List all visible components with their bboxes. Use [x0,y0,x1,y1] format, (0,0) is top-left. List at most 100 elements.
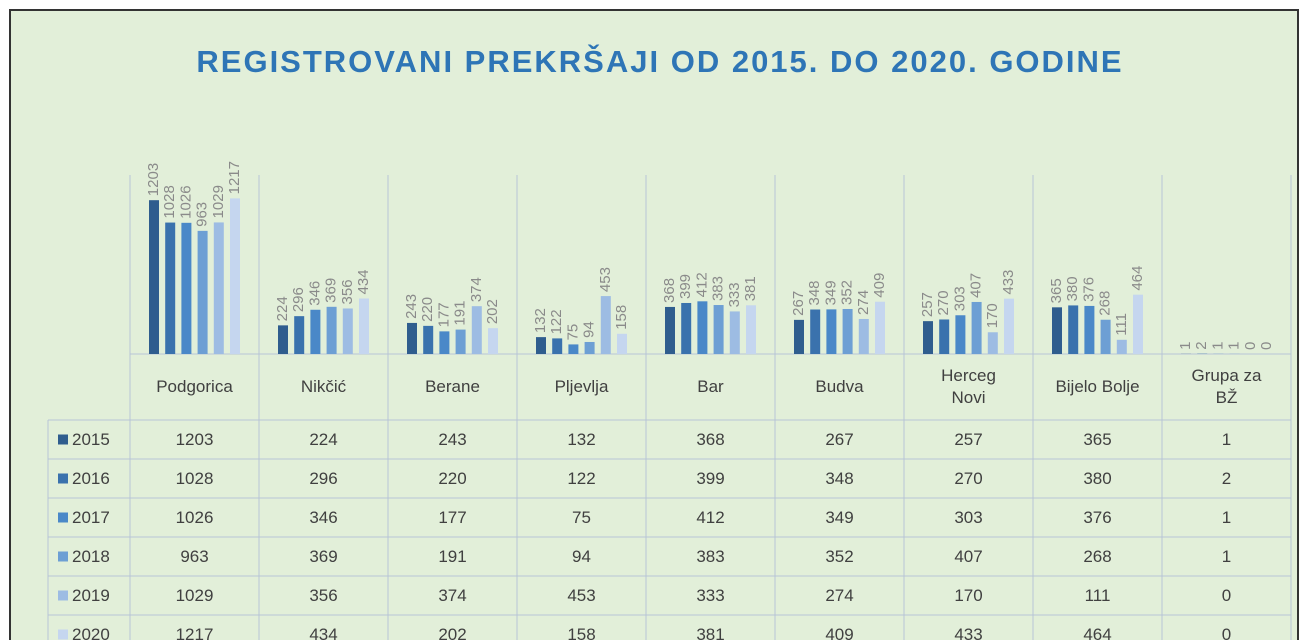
bar [197,230,208,354]
bar [359,298,369,354]
legend-label: 2019 [72,586,110,605]
data-label: 381 [742,276,759,301]
category-label: Podgorica [156,377,233,396]
bar [729,311,740,354]
table-value: 0 [1222,625,1231,640]
table-value: 1 [1222,547,1231,566]
data-label: 356 [339,279,356,304]
bar [987,332,998,354]
bar [278,325,288,354]
data-label: 1217 [226,161,243,194]
legend-key [58,551,68,562]
data-label: 407 [968,273,985,298]
bar [842,308,853,354]
data-label: 453 [597,267,614,292]
table-value: 267 [825,430,853,449]
category-label: Bar [697,377,724,396]
data-label: 202 [484,299,501,324]
table-value: 376 [1083,508,1111,527]
data-label: 0 [1242,342,1259,350]
table-value: 177 [438,508,466,527]
data-label: 333 [726,282,743,307]
table-value: 0 [1222,586,1231,605]
legend-key [58,629,68,640]
data-label: 296 [290,287,307,312]
table-value: 270 [954,469,982,488]
chart-title: REGISTROVANI PREKRŠAJI OD 2015. DO 2020.… [196,44,1124,79]
legend-label: 2020 [72,625,110,640]
data-label: 383 [710,276,727,301]
data-label: 352 [839,280,856,305]
table-value: 453 [567,586,595,605]
category-label: Berane [425,377,480,396]
data-label: 433 [1000,270,1017,295]
table-value: 348 [825,469,853,488]
category-label: Pljevlja [554,377,609,396]
data-label: 376 [1080,277,1097,302]
data-label: 122 [548,309,565,334]
data-label: 177 [435,302,452,327]
data-label: 170 [984,303,1001,328]
data-label: 412 [693,272,710,297]
bar [1068,305,1079,354]
table-value: 409 [825,625,853,640]
bar [584,341,595,354]
bar [439,331,450,354]
data-label: 111 [1113,313,1130,336]
legend-key [58,512,68,523]
table-value: 274 [825,586,853,605]
data-label: 220 [419,297,436,322]
table-value: 1026 [176,508,214,527]
bar [294,316,305,354]
bar [794,319,804,354]
bar [552,338,563,354]
category-label: Herceg Novi [941,366,996,407]
bar [1116,339,1127,354]
legend-key [58,473,68,484]
table-value: 224 [309,430,337,449]
bar [600,296,611,354]
bar [697,301,708,354]
data-label: 434 [355,269,372,294]
bar [165,222,176,354]
bar [149,200,159,354]
data-label: 243 [403,294,420,319]
data-label: 268 [1097,291,1114,316]
bar [310,309,321,354]
bar [1100,319,1111,354]
data-label: 348 [806,280,823,305]
table-value: 94 [572,547,591,566]
data-label: 132 [532,308,549,333]
data-label: 94 [581,321,598,338]
table-value: 1 [1222,508,1231,527]
table-value: 1 [1222,430,1231,449]
table-value: 202 [438,625,466,640]
data-label: 270 [935,290,952,315]
bar [955,315,966,354]
bar [1084,305,1095,354]
data-label: 1203 [145,163,162,196]
data-label: 380 [1064,276,1081,301]
bar [213,222,224,354]
table-value: 365 [1083,430,1111,449]
data-label: 368 [661,278,678,303]
data-label: 75 [564,324,581,341]
table-value: 191 [438,547,466,566]
bar [326,306,337,354]
data-label: 349 [822,280,839,305]
table-value: 122 [567,469,595,488]
bar [455,329,466,354]
data-label: 1 [1177,342,1194,350]
category-label: Nikčić [300,377,347,396]
bar [471,306,482,354]
bar [1133,294,1143,354]
data-label: 158 [613,305,630,330]
table-value: 296 [309,469,337,488]
bar [923,321,933,354]
data-label: 0 [1258,342,1275,350]
bar [568,344,579,354]
table-value: 2 [1222,469,1231,488]
bar [875,301,885,354]
table-value: 374 [438,586,466,605]
